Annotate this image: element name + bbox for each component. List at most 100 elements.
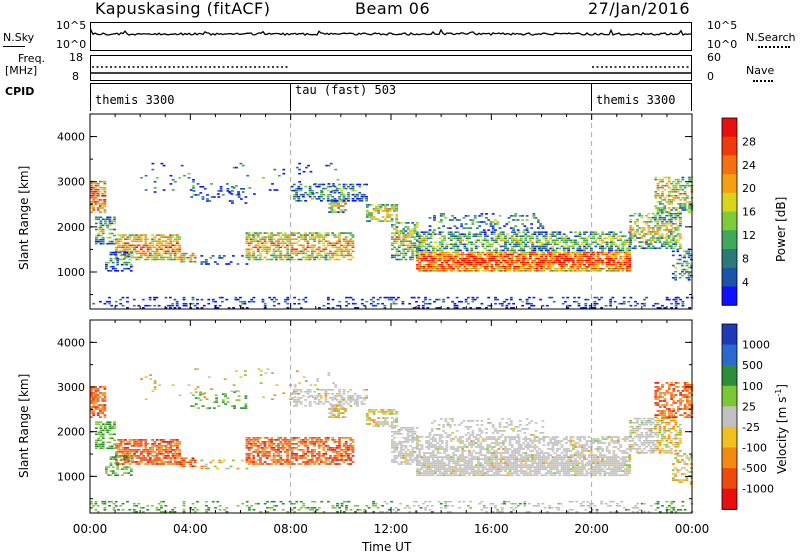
heatmap-cell — [542, 243, 546, 246]
heatmap-cell — [97, 439, 101, 442]
heatmap-cell — [171, 179, 175, 181]
heatmap-cell — [690, 266, 693, 269]
heatmap-cell — [665, 211, 669, 213]
heatmap-cell — [90, 191, 93, 193]
heatmap-cell — [337, 207, 341, 209]
heatmap-cell — [311, 254, 314, 257]
heatmap-cell — [663, 243, 666, 245]
heatmap-cell — [116, 257, 120, 260]
heatmap-cell — [228, 192, 232, 194]
heatmap-cell — [144, 174, 148, 177]
heatmap-cell — [390, 218, 394, 220]
heatmap-cell — [547, 253, 550, 256]
heatmap-cell — [438, 270, 442, 272]
heatmap-cell — [610, 251, 613, 254]
heatmap-cell — [288, 234, 292, 236]
heatmap-cell — [344, 236, 348, 238]
heatmap-cell — [416, 257, 419, 260]
heatmap-cell — [612, 243, 616, 246]
heatmap-cell — [360, 401, 364, 403]
heatmap-cell — [443, 270, 446, 272]
heatmap-cell — [519, 249, 523, 252]
heatmap-cell — [578, 249, 582, 252]
heatmap-cell — [173, 256, 177, 259]
heatmap-cell — [449, 265, 453, 268]
heatmap-cell — [395, 254, 399, 257]
heatmap-cell — [299, 200, 303, 202]
heatmap-cell — [247, 256, 251, 259]
heatmap-cell — [144, 463, 148, 465]
heatmap-cell — [119, 463, 123, 465]
heatmap-cell — [279, 441, 283, 443]
heatmap-cell — [320, 234, 323, 236]
heatmap-cell — [99, 240, 103, 243]
heatmap-cell — [571, 247, 575, 250]
heatmap-cell — [333, 397, 337, 399]
heatmap-cell — [638, 233, 642, 235]
heatmap-cell — [320, 401, 323, 403]
heatmap-cell — [440, 267, 444, 270]
heatmap-cell — [388, 409, 392, 411]
heatmap-cell — [461, 243, 464, 246]
heatmap-cell — [428, 217, 432, 219]
heatmap-cell — [92, 197, 96, 199]
heatmap-cell — [135, 236, 139, 238]
heatmap-cell — [333, 242, 337, 244]
heatmap-cell — [406, 240, 410, 242]
heatmap-cell — [386, 421, 389, 423]
heatmap-cell — [283, 441, 287, 443]
heatmap-cell — [162, 248, 166, 251]
heatmap-cell — [340, 449, 344, 451]
heatmap-cell — [594, 239, 598, 242]
heatmap-cell — [133, 455, 136, 457]
heatmap-cell — [425, 237, 428, 240]
heatmap-cell — [678, 258, 682, 261]
heatmap-cell — [338, 198, 341, 200]
heatmap-cell — [683, 268, 686, 271]
heatmap-cell — [342, 389, 346, 391]
heatmap-cell — [311, 461, 314, 463]
heatmap-cell — [395, 425, 399, 427]
heatmap-cell — [121, 258, 125, 261]
heatmap-cell — [270, 258, 274, 261]
heatmap-cell — [222, 459, 226, 462]
heatmap-cell — [236, 263, 240, 265]
heatmap-cell — [99, 300, 102, 303]
heatmap-cell — [428, 229, 432, 231]
heatmap-cell — [647, 221, 651, 223]
heatmap-cell — [308, 389, 312, 391]
heatmap-cell — [326, 242, 330, 244]
heatmap-cell — [365, 200, 368, 202]
heatmap-cell — [232, 255, 235, 257]
heatmap-cell — [542, 251, 546, 254]
heatmap-cell — [654, 193, 658, 195]
heatmap-cell — [679, 216, 682, 219]
heatmap-cell — [158, 445, 161, 447]
heatmap-cell — [101, 437, 105, 440]
heatmap-cell — [549, 265, 553, 268]
heatmap-cell — [489, 225, 493, 227]
heatmap-cell — [533, 265, 537, 268]
heatmap-cell — [329, 455, 332, 457]
heatmap-cell — [332, 205, 336, 207]
heatmap-cell — [342, 391, 346, 393]
heatmap-cell — [304, 234, 307, 236]
heatmap-cell — [515, 270, 519, 272]
heatmap-cell — [393, 433, 397, 435]
heatmap-cell — [478, 307, 482, 309]
heatmap-cell — [384, 423, 387, 425]
heatmap-cell — [467, 215, 470, 217]
heatmap-cell — [549, 235, 553, 237]
heatmap-cell — [115, 443, 118, 445]
heatmap-cell — [621, 249, 625, 252]
heatmap-cell — [151, 459, 154, 461]
heatmap-cell — [263, 443, 267, 445]
heatmap-cell — [614, 257, 618, 260]
heatmap-cell — [612, 235, 616, 237]
heatmap-cell — [247, 254, 251, 257]
heatmap-cell — [90, 193, 93, 195]
heatmap-cell — [292, 232, 296, 234]
heatmap-cell — [492, 270, 496, 272]
heatmap-cell — [324, 441, 328, 443]
heatmap-cell — [320, 200, 323, 202]
